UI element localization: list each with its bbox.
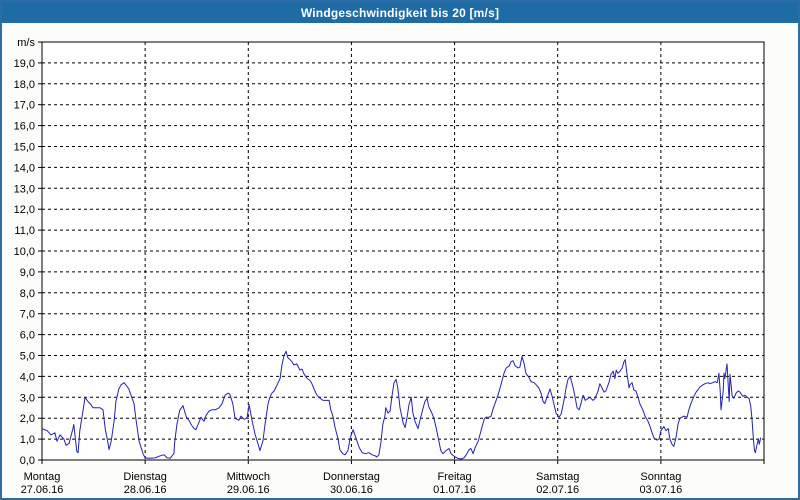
y-tick-label: 10,0 [14, 246, 35, 258]
y-tick-label: 6,0 [20, 330, 35, 342]
day-label: Montag [24, 471, 61, 483]
date-label: 03.07.16 [639, 484, 682, 496]
y-tick-label: 12,0 [14, 204, 35, 216]
y-tick-label: 7,0 [20, 309, 35, 321]
title-bar: Windgeschwindigkeit bis 20 [m/s] [2, 2, 798, 23]
y-tick-label: 4,0 [20, 371, 35, 383]
y-tick-label: 1,0 [20, 434, 35, 446]
y-tick-label: 18,0 [14, 79, 35, 91]
y-tick-label: 5,0 [20, 351, 35, 363]
plot-frame [41, 41, 765, 461]
day-label: Dienstag [123, 471, 166, 483]
y-tick-label: 17,0 [14, 100, 35, 112]
day-label: Samstag [536, 471, 579, 483]
y-tick-label: 11,0 [14, 225, 35, 237]
y-tick-label: 13,0 [14, 183, 35, 195]
day-label: Donnerstag [323, 471, 380, 483]
window-title: Windgeschwindigkeit bis 20 [m/s] [300, 5, 500, 20]
y-tick-label: 9,0 [20, 267, 35, 279]
date-label: 01.07.16 [433, 484, 476, 496]
chart-area: 0,0 1,0 2,0 3,0 4,0 5,0 6,0 7,0 8,0 9,0 10,0 11,0 12… [2, 23, 798, 498]
date-label: 30.06.16 [330, 484, 373, 496]
y-tick-label: 8,0 [20, 288, 35, 300]
date-label: 29.06.16 [227, 484, 270, 496]
y-axis-unit-label: m/s [17, 37, 35, 49]
date-label: 28.06.16 [124, 484, 167, 496]
day-label: Mittwoch [227, 471, 270, 483]
day-label: Sonntag [640, 471, 681, 483]
y-tick-label: 14,0 [14, 162, 35, 174]
y-tick-label: 15,0 [14, 142, 35, 154]
y-tick-label: 2,0 [20, 413, 35, 425]
day-label: Freitag [437, 471, 471, 483]
y-tick-label: 16,0 [14, 121, 35, 133]
y-tick-label: 19,0 [14, 58, 35, 70]
date-label: 27.06.16 [21, 484, 64, 496]
wind-speed-line [41, 350, 762, 460]
date-label: 02.07.16 [536, 484, 579, 496]
wind-speed-chart: 0,0 1,0 2,0 3,0 4,0 5,0 6,0 7,0 8,0 9,0 10,0 11,0 12… [14, 37, 765, 496]
y-tick-label: 3,0 [20, 392, 35, 404]
y-tick-label: 0,0 [20, 455, 35, 467]
